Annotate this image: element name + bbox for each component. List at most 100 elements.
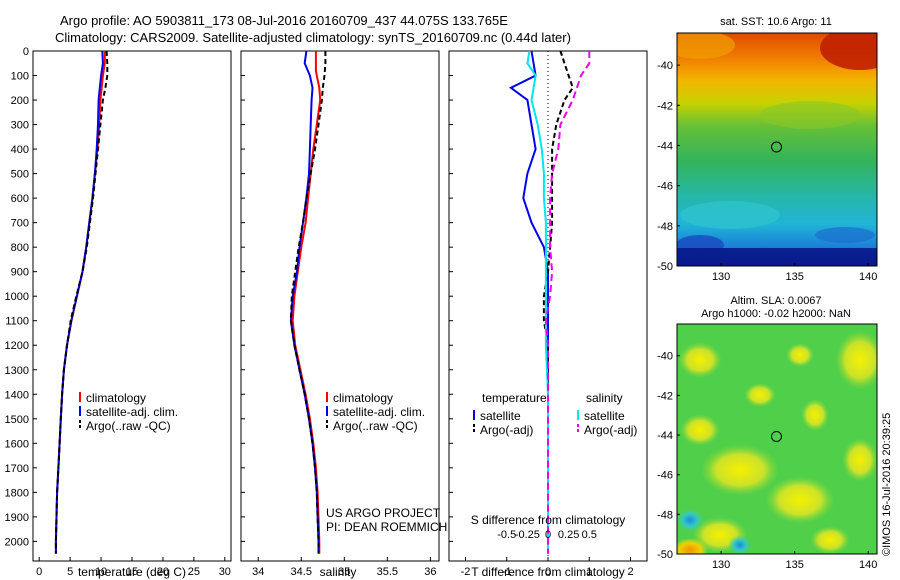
temperature-xlabel: temperature (deg C) bbox=[78, 565, 186, 579]
difference-panel: -2 -1 0 1 2 S difference from climatology -0… bbox=[448, 50, 648, 579]
sla-map-ticks: 130 135 140 -40 -42 -44 -46 -48 -50 bbox=[657, 351, 877, 571]
sst-map-title: sat. SST: 10.6 Argo: 11 bbox=[720, 16, 832, 28]
x-tick-label: 15 bbox=[126, 566, 138, 578]
legend-group-title: temperature bbox=[482, 391, 547, 405]
sla-map-axes bbox=[676, 323, 878, 555]
sst-argo-marker bbox=[771, 141, 782, 153]
y-tick-label: 100 bbox=[11, 71, 29, 83]
difference-x2label: S difference from climatology bbox=[471, 513, 626, 527]
map-y-tick-label: -42 bbox=[657, 100, 673, 112]
x2-tick-label: -0.25 bbox=[515, 529, 540, 541]
y-tick-label: 1900 bbox=[5, 512, 29, 524]
x-tick-label: 30 bbox=[219, 566, 231, 578]
difference-xlabel: T difference from climatology bbox=[471, 565, 625, 579]
y-tick-label: 1400 bbox=[5, 389, 29, 401]
map-x-tick-label: 140 bbox=[859, 559, 877, 571]
salinity-ticks: 34 34.5 35 35.5 36 bbox=[241, 50, 437, 578]
difference-x2-ticks: -0.5-0.25 0 0.25 0.5 bbox=[497, 529, 597, 541]
series-line-temperature-argo-adj- bbox=[542, 50, 574, 554]
x-tick-label: 20 bbox=[157, 566, 169, 578]
map-x-tick-label: 135 bbox=[785, 559, 803, 571]
x-tick-label: 35 bbox=[338, 566, 350, 578]
legend-label: Argo(-adj) bbox=[584, 423, 637, 437]
legend-group-title: salinity bbox=[586, 391, 623, 405]
x-tick-label: -2 bbox=[461, 566, 471, 578]
series-line-salinity-argo-adj- bbox=[544, 51, 591, 554]
sla-map-panel: Altim. SLA: 0.0067 Argo h1000: -0.02 h20… bbox=[657, 295, 878, 571]
x-tick-label: 0 bbox=[545, 566, 551, 578]
x-tick-label: 35.5 bbox=[377, 566, 398, 578]
sla-map-title: Altim. SLA: 0.0067 bbox=[730, 295, 821, 307]
y-tick-label: 300 bbox=[11, 120, 29, 132]
map-x-tick-label: 130 bbox=[712, 271, 730, 283]
legend-label: satellite bbox=[584, 409, 625, 423]
y-tick-label: 1800 bbox=[5, 487, 29, 499]
project-annotation-line-1: US ARGO PROJECT bbox=[326, 506, 441, 520]
legend-label: Argo(..raw -QC) bbox=[333, 419, 418, 433]
x-tick-label: 5 bbox=[67, 566, 73, 578]
legend-label: Argo(-adj) bbox=[480, 423, 533, 437]
y-tick-label: 900 bbox=[11, 267, 29, 279]
y-tick-label: 700 bbox=[11, 218, 29, 230]
map-y-tick-label: -40 bbox=[657, 60, 673, 72]
sst-map-ticks: 130 135 140 -40 -42 -44 -46 -48 -50 bbox=[657, 60, 877, 283]
y-tick-label: 500 bbox=[11, 169, 29, 181]
salinity-series bbox=[289, 50, 327, 554]
x2-tick-label: -0.5 bbox=[497, 529, 516, 541]
sst-map-panel: sat. SST: 10.6 Argo: 11 130 135 140 -40 -42 -… bbox=[657, 16, 878, 283]
sla-argo-marker bbox=[771, 431, 782, 442]
header-line-2: Climatology: CARS2009. Satellite-adjuste… bbox=[55, 30, 571, 45]
map-y-tick-label: -50 bbox=[657, 261, 673, 273]
map-y-tick-label: -46 bbox=[657, 181, 673, 193]
x-tick-label: 34.5 bbox=[291, 566, 312, 578]
x-tick-label: 1 bbox=[586, 566, 592, 578]
x-tick-label: 0 bbox=[36, 566, 42, 578]
sla-field bbox=[677, 324, 877, 554]
x-tick-label: 34 bbox=[252, 566, 264, 578]
x-tick-label: 25 bbox=[188, 566, 200, 578]
map-y-tick-label: -44 bbox=[657, 140, 673, 152]
y-tick-label: 1300 bbox=[5, 365, 29, 377]
sla-map-subtitle: Argo h1000: -0.02 h2000: NaN bbox=[701, 308, 851, 320]
x-tick-label: 2 bbox=[627, 566, 633, 578]
map-y-tick-label: -48 bbox=[657, 509, 673, 521]
y-tick-label: 1600 bbox=[5, 438, 29, 450]
legend-label: Argo(..raw -QC) bbox=[86, 419, 171, 433]
y-tick-label: 200 bbox=[11, 95, 29, 107]
x2-tick-label: 0.25 bbox=[558, 529, 579, 541]
salinity-xlabel: salinity bbox=[320, 565, 357, 579]
salinity-axes bbox=[240, 50, 440, 562]
project-annotation-line-2: PI: DEAN ROEMMICH bbox=[326, 520, 447, 534]
x2-tick-label: 0 bbox=[545, 529, 551, 541]
header-line-1: Argo profile: AO 5903811_173 08-Jul-2016… bbox=[60, 13, 508, 28]
map-x-tick-label: 135 bbox=[785, 271, 803, 283]
y-tick-label: 2000 bbox=[5, 536, 29, 548]
sst-map-axes bbox=[676, 32, 878, 267]
salinity-panel: 34 34.5 35 35.5 36 salinity climatologysatel… bbox=[240, 50, 447, 579]
map-y-tick-label: -48 bbox=[657, 221, 673, 233]
x-tick-label: 36 bbox=[424, 566, 436, 578]
difference-legend: temperature salinitysatelliteArgo(-adj)sa… bbox=[473, 391, 637, 437]
y-tick-label: 1000 bbox=[5, 291, 29, 303]
legend-label: climatology bbox=[86, 391, 146, 405]
temperature-panel: 0100200300400500600700800900100011001200… bbox=[5, 46, 232, 579]
legend-label: climatology bbox=[333, 391, 393, 405]
y-tick-label: 1500 bbox=[5, 414, 29, 426]
series-line-salinity-satellite bbox=[526, 50, 549, 554]
series-line-argo-raw-qc- bbox=[54, 50, 109, 554]
map-y-tick-label: -50 bbox=[657, 549, 673, 561]
map-y-tick-label: -42 bbox=[657, 390, 673, 402]
legend-label: satellite bbox=[480, 409, 521, 423]
legend-label: satellite-adj. clim. bbox=[86, 405, 178, 419]
map-x-tick-label: 130 bbox=[712, 559, 730, 571]
y-tick-label: 800 bbox=[11, 242, 29, 254]
series-line-argo-raw-qc- bbox=[289, 51, 327, 554]
x-tick-label: 10 bbox=[95, 566, 107, 578]
y-tick-label: 1100 bbox=[5, 316, 29, 328]
x2-tick-label: 0.5 bbox=[582, 529, 597, 541]
watermark: ©IMOS 16-Jul-2016 20:39:25 bbox=[881, 413, 893, 556]
sst-field bbox=[677, 33, 877, 266]
legend-label: satellite-adj. clim. bbox=[333, 405, 425, 419]
